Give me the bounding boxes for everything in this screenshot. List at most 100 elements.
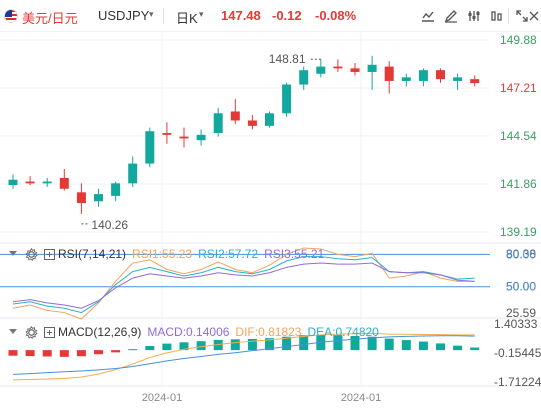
macd-histogram-bar xyxy=(111,350,121,353)
macd-histogram-bar xyxy=(401,340,411,351)
macd-title[interactable]: MACD(12,26,9) xyxy=(58,325,142,339)
macd-y-tick-label: 1.40333 xyxy=(494,317,538,331)
macd-histogram-bar xyxy=(299,335,309,351)
y-axis-tick-label: 139.19 xyxy=(500,225,537,239)
macd-histogram-bar xyxy=(265,338,274,351)
macd-histogram-bar xyxy=(25,350,35,357)
candle-body xyxy=(299,70,309,85)
macd-histogram-bar xyxy=(230,339,240,351)
candle-body xyxy=(265,113,274,126)
candle-body xyxy=(470,79,480,84)
rsi1-value: RSI1:55.23 xyxy=(132,247,193,261)
candle-body xyxy=(333,66,343,69)
macd-histogram-bar xyxy=(350,335,360,351)
candle-body xyxy=(367,64,377,72)
candle-body xyxy=(196,134,206,141)
candle-body xyxy=(384,66,394,81)
macd-histogram-bar xyxy=(333,335,343,351)
candle-body xyxy=(453,77,463,81)
y-axis-tick-label: 144.54 xyxy=(500,129,537,143)
x-axis-label: 2024-01 xyxy=(142,392,182,404)
chart-area[interactable]: 149.88 147.21 144.54 141.86 139.19 148.81 14… xyxy=(0,32,541,410)
rsi3-value: RSI3:55.21 xyxy=(264,247,325,261)
rsi-y-tick-label: 25.59 xyxy=(506,306,536,320)
candle-body xyxy=(401,77,411,81)
dea-line xyxy=(12,335,475,375)
low-price-label: 140.26 xyxy=(91,218,128,232)
collapse-icon[interactable] xyxy=(6,247,20,261)
period-selector[interactable]: 日K xyxy=(176,11,198,26)
candle-body xyxy=(145,131,155,164)
candle-body xyxy=(162,133,172,135)
macd-legend: MACD(12,26,9) MACD:0.14006 DIF:0.81823 D… xyxy=(6,325,379,339)
macd-histogram-bar xyxy=(282,336,292,351)
candle-body xyxy=(213,113,223,134)
macd-histogram-bar xyxy=(76,350,86,357)
high-price-label: 148.81 xyxy=(269,52,306,66)
y-axis-tick-label: 147.21 xyxy=(500,81,537,95)
candle-body xyxy=(128,163,138,184)
candle-body xyxy=(282,84,292,114)
candle-body xyxy=(25,181,35,184)
draw-icon[interactable] xyxy=(441,6,461,26)
last-price: 147.48 xyxy=(221,8,261,23)
macd-histogram-bar xyxy=(470,347,480,351)
gear-icon[interactable] xyxy=(24,247,38,261)
macd-histogram-bar xyxy=(453,345,463,351)
macd-histogram-bar xyxy=(367,336,377,351)
symbol-dropdown-icon[interactable]: ▾ xyxy=(149,9,154,19)
toolbar-divider xyxy=(508,8,509,24)
candle-body xyxy=(350,68,360,72)
candle-body xyxy=(94,194,103,202)
toolbar-divider xyxy=(163,8,164,24)
candle-body xyxy=(111,183,121,196)
gear-icon[interactable] xyxy=(24,325,38,339)
expand-indicator-icon[interactable] xyxy=(42,325,56,339)
rsi2-line xyxy=(12,256,475,314)
candle-body xyxy=(76,192,86,204)
candle-body xyxy=(42,181,52,184)
expand-icon[interactable] xyxy=(512,6,532,26)
price-change: -0.12 xyxy=(272,8,302,23)
settings-sliders-icon[interactable] xyxy=(464,6,484,26)
macd-histogram-bar xyxy=(436,343,445,351)
macd-histogram-bar xyxy=(418,341,428,351)
macd-histogram-bar xyxy=(128,349,138,351)
close-icon[interactable] xyxy=(528,6,540,26)
candle-body xyxy=(59,177,69,189)
candle-body xyxy=(418,70,428,81)
candle-body xyxy=(179,136,189,139)
candle-body xyxy=(436,70,445,80)
rsi2-value: RSI2:57.72 xyxy=(198,247,259,261)
macd-y-tick-label: -1.71224 xyxy=(494,375,541,389)
price-change-percent: -0.08% xyxy=(315,8,357,23)
macd-histogram-bar xyxy=(42,350,52,357)
candle-body xyxy=(8,179,18,186)
rsi3-line xyxy=(12,262,475,309)
macd-histogram-bar xyxy=(59,350,69,357)
x-axis-label: 2024-01 xyxy=(341,392,381,404)
indicator-icon[interactable] xyxy=(487,6,507,26)
y-axis-tick-label: 141.86 xyxy=(500,177,537,191)
y-axis-tick-label: 149.88 xyxy=(500,33,537,47)
expand-indicator-icon[interactable] xyxy=(42,247,56,261)
pair-name[interactable]: 美元/日元 xyxy=(22,11,78,26)
rsi-level-tag: 80.00 xyxy=(506,247,536,261)
chart-line-icon[interactable] xyxy=(418,6,438,26)
chart-toolbar: 美元/日元 USDJPY ▾ 日K ▾ 147.48 -0.12 -0.08% xyxy=(0,0,541,32)
macd-histogram-bar xyxy=(247,338,257,351)
dif-value: DIF:0.81823 xyxy=(235,325,302,339)
rsi1-line xyxy=(12,247,475,320)
macd-histogram-bar xyxy=(145,346,155,351)
candle-body xyxy=(247,120,257,126)
rsi-level-tag: 50.00 xyxy=(506,280,536,294)
macd-histogram-bar xyxy=(384,338,394,351)
period-dropdown-icon[interactable]: ▾ xyxy=(199,9,204,19)
macd-value: MACD:0.14006 xyxy=(147,325,230,339)
candle-body xyxy=(230,111,240,121)
collapse-icon[interactable] xyxy=(6,325,20,339)
rsi-y-tick-label: 50.00 xyxy=(506,280,536,294)
symbol-code[interactable]: USDJPY xyxy=(98,8,150,23)
rsi-title[interactable]: RSI(7,14,21) xyxy=(58,247,127,261)
macd-histogram-bar xyxy=(8,350,18,356)
